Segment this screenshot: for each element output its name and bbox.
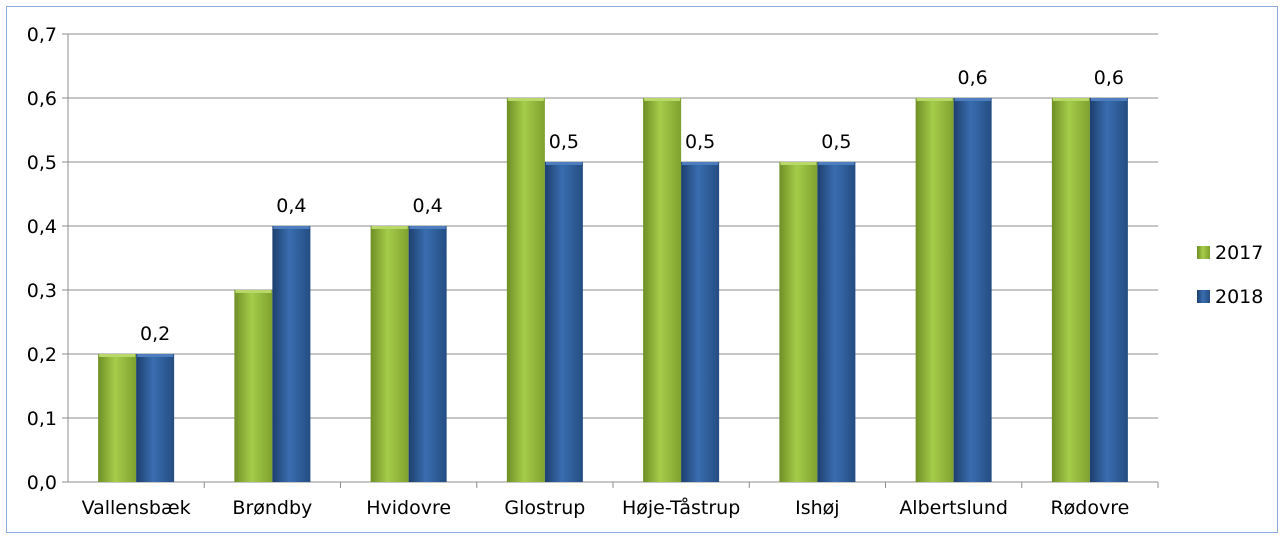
x-tick-label: Albertslund [899, 497, 1008, 519]
bars [98, 98, 1128, 482]
bar-chart: 0,0 0,1 0,2 0,3 0,4 0,5 0,6 0,7 Vallensbæk Brøndb… [27, 24, 1264, 519]
data-label: 0,4 [276, 195, 306, 217]
bar-cap [1090, 98, 1127, 101]
bar-cap [818, 162, 855, 165]
x-tick-label: Brøndby [232, 497, 312, 519]
bar-2017 [370, 226, 409, 482]
data-label: 0,5 [685, 131, 715, 153]
legend-swatch [1197, 246, 1210, 259]
y-tick-label: 0,1 [27, 408, 57, 430]
bar-cap [1052, 98, 1089, 101]
x-tick-label: Vallensbæk [82, 497, 191, 519]
x-tick-label: Glostrup [504, 497, 585, 519]
bar-2018 [817, 162, 856, 482]
bar-2018 [272, 226, 311, 482]
y-tick-label: 0,2 [27, 344, 57, 366]
y-tick-label: 0,0 [27, 472, 57, 494]
y-tick-label: 0,5 [27, 152, 57, 174]
legend-label: 2017 [1215, 242, 1263, 264]
bar-2018 [544, 162, 583, 482]
bar-2017 [1051, 98, 1090, 482]
bar-cap [99, 354, 136, 357]
bar-cap [273, 226, 310, 229]
legend-label: 2018 [1215, 286, 1263, 308]
bar-cap [780, 162, 817, 165]
bar-2018 [408, 226, 447, 482]
bar-cap [137, 354, 174, 357]
y-tick-label: 0,7 [27, 24, 57, 46]
bar-cap [409, 226, 446, 229]
data-label: 0,6 [1094, 67, 1124, 89]
bar-cap [644, 98, 681, 101]
y-tick-label: 0,3 [27, 280, 57, 302]
bar-cap [545, 162, 582, 165]
bar-2017 [506, 98, 545, 482]
data-label: 0,5 [821, 131, 851, 153]
y-tick-label: 0,4 [27, 216, 57, 238]
bar-cap [371, 226, 408, 229]
bar-2017 [915, 98, 954, 482]
bar-2017 [234, 290, 273, 482]
data-label: 0,4 [413, 195, 443, 217]
gridlines [68, 33, 1158, 419]
bar-cap [916, 98, 953, 101]
bar-2018 [136, 354, 175, 482]
bar-2017 [643, 98, 682, 482]
bar-2017 [779, 162, 818, 482]
bar-cap [507, 98, 544, 101]
bar-2018 [1089, 98, 1128, 482]
y-tick-label: 0,6 [27, 88, 57, 110]
x-tick-label: Hvidovre [366, 497, 451, 519]
x-tick-label: Rødovre [1050, 497, 1129, 519]
bar-cap [954, 98, 991, 101]
bar-2018 [953, 98, 992, 482]
chart-container: 0,0 0,1 0,2 0,3 0,4 0,5 0,6 0,7 Vallensbæk Brøndb… [6, 6, 1278, 533]
bar-2017 [98, 354, 137, 482]
data-label: 0,5 [549, 131, 579, 153]
data-label: 0,2 [140, 323, 170, 345]
bar-2018 [681, 162, 720, 482]
legend: 2017 2018 [1197, 242, 1263, 308]
bar-cap [235, 290, 272, 293]
data-labels: 0,2 0,4 0,4 0,5 0,5 0,5 0,6 0,6 [140, 67, 1124, 345]
x-tick-label: Ishøj [795, 497, 839, 519]
data-label: 0,6 [958, 67, 988, 89]
legend-swatch [1197, 290, 1210, 303]
x-tick-label: Høje-Tåstrup [622, 496, 740, 519]
bar-cap [682, 162, 719, 165]
